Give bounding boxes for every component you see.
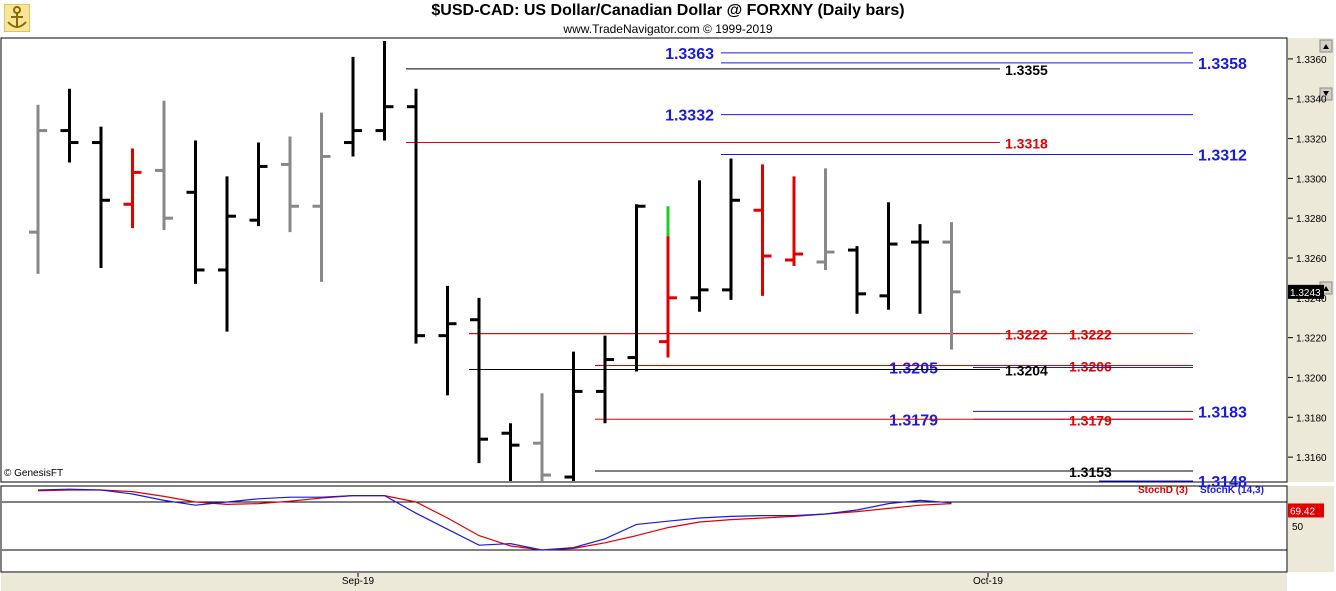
time-axis-background <box>1 573 1287 591</box>
level-label: 1.3204 <box>1005 363 1048 379</box>
ohlc-bar <box>312 112 331 282</box>
ohlc-bar <box>470 297 488 464</box>
ohlc-bar <box>911 224 929 314</box>
ohlc-bar <box>722 158 740 300</box>
ohlc-bar <box>375 40 394 141</box>
level-lines: 1.3363 1.3358 1.3355 1.3332 1.3318 1.3312 1.32… <box>406 46 1247 491</box>
level-label: 1.3312 <box>1198 147 1247 164</box>
ohlc-bar <box>92 126 110 268</box>
level-label: 1.3148 <box>1198 474 1247 491</box>
price-axis-label: 1.3260 <box>1296 254 1327 265</box>
level-label: 1.3206 <box>1069 359 1112 375</box>
ohlc-bar <box>879 202 898 310</box>
price-axis-label: 1.3180 <box>1296 413 1327 424</box>
arrow-up-icon[interactable] <box>1319 39 1333 53</box>
level-label: 1.3153 <box>1069 464 1112 480</box>
chart-title: $USD-CAD: US Dollar/Canadian Dollar @ FO… <box>431 2 905 19</box>
ohlc-bar <box>281 136 299 233</box>
price-axis-background <box>1288 38 1334 482</box>
level-label: 1.3179 <box>889 412 938 429</box>
ohlc-bar <box>249 142 268 227</box>
ohlc-bar <box>155 100 173 231</box>
price-panel-frame <box>0 37 1288 483</box>
price-axis-label: 1.3200 <box>1296 373 1327 384</box>
stoch-series-line <box>37 489 952 551</box>
ohlc-bar <box>123 148 142 229</box>
level-label: 1.3355 <box>1005 62 1048 78</box>
ohlc-bar <box>60 88 79 163</box>
ohlc-bar <box>564 351 583 481</box>
stoch-legend-k: StochK (14,3) <box>1200 485 1264 496</box>
ohlc-bar <box>407 88 425 344</box>
price-axis-label: 1.3320 <box>1296 135 1327 146</box>
ohlc-bar <box>596 335 614 424</box>
last-price-label: 1.3243 <box>1290 288 1321 299</box>
time-axis-label: Oct-19 <box>973 576 1003 587</box>
chart-subtitle: www.TradeNavigator.com © 1999-2019 <box>563 22 773 36</box>
price-axis-label: 1.3160 <box>1296 453 1327 464</box>
ohlc-bar <box>186 140 205 284</box>
ohlc-bar <box>344 56 362 157</box>
level-label: 1.3183 <box>1198 404 1247 421</box>
stochastic-panel: 50 69.42 StochD (3) StochK (14,3) <box>2 485 1324 551</box>
ohlc-bar <box>438 285 457 396</box>
level-label: 1.3358 <box>1198 56 1247 73</box>
stoch-legend-d: StochD (3) <box>1138 485 1188 496</box>
level-label: 1.3332 <box>665 108 714 125</box>
ohlc-bar <box>29 104 47 274</box>
anchor-logo-icon <box>4 4 30 32</box>
stoch-axis-background <box>1288 486 1334 572</box>
stoch-panel-frame <box>0 485 1288 573</box>
level-label: 1.3222 <box>1069 327 1112 343</box>
level-label: 1.3363 <box>665 46 714 63</box>
ohlc-bar <box>816 168 835 270</box>
level-label: 1.3222 <box>1005 327 1048 343</box>
ohlc-bar <box>659 206 677 358</box>
ohlc-bar <box>942 222 961 350</box>
stoch-series-line <box>37 488 952 551</box>
price-axis-label: 1.3340 <box>1296 95 1327 106</box>
price-axis-label: 1.3300 <box>1296 174 1327 185</box>
ohlc-bar <box>533 393 551 481</box>
ohlc-bar <box>501 423 520 481</box>
stoch-last-label: 69.42 <box>1290 506 1315 517</box>
price-axis-label: 1.3240 <box>1296 294 1327 305</box>
last-price-marker <box>1288 284 1324 299</box>
price-axis-label: 1.3280 <box>1296 214 1327 225</box>
ohlc-bar <box>218 176 236 332</box>
copyright-label: © GenesisFT <box>4 468 64 479</box>
time-axis: Sep-19 Oct-19 <box>342 573 1003 587</box>
price-axis-label: 1.3220 <box>1296 334 1327 345</box>
ohlc-bar <box>627 204 646 372</box>
level-label: 1.3318 <box>1005 136 1048 152</box>
ohlc-bar <box>848 246 866 314</box>
ohlc-bar <box>785 176 803 266</box>
ohlc-bars <box>29 40 961 481</box>
ohlc-bar <box>690 180 709 312</box>
arrow-down-icon[interactable] <box>1319 87 1333 101</box>
ohlc-bar <box>753 164 772 296</box>
price-axis-label: 1.3360 <box>1296 55 1327 66</box>
level-label: 1.3179 <box>1069 412 1112 428</box>
stoch-last-marker <box>1288 503 1324 518</box>
time-axis-label: Sep-19 <box>342 576 375 587</box>
stoch-axis-label: 50 <box>1292 522 1304 533</box>
price-axis: 1.3360 1.3340 1.3320 1.3300 1.3280 1.3260 1.32… <box>1288 55 1327 464</box>
